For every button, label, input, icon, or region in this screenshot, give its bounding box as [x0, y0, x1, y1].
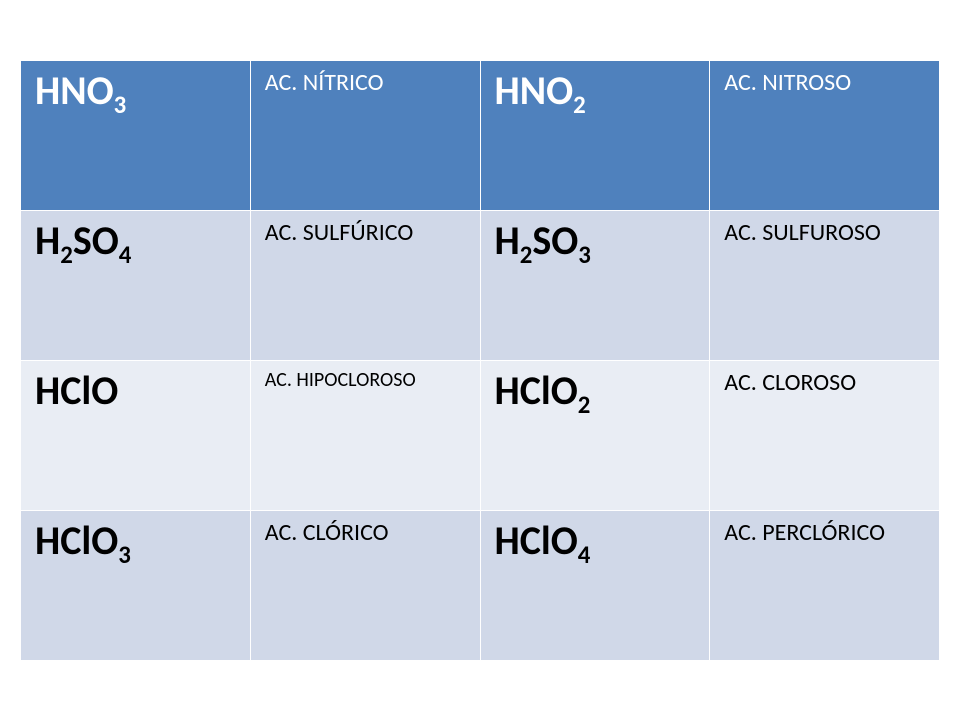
chemical-formula: HClO [35, 366, 118, 415]
acids-table-body: HNO3 AC. NÍTRICO HNO2 AC. NITROSO H2SO4 AC. S… [21, 60, 940, 660]
acids-table-container: HNO3 AC. NÍTRICO HNO2 AC. NITROSO H2SO4 AC. S… [20, 60, 940, 661]
formula-cell: HClO [21, 360, 251, 510]
acid-name: AC. NITROSO [724, 68, 851, 97]
acids-table: HNO3 AC. NÍTRICO HNO2 AC. NITROSO H2SO4 AC. S… [20, 60, 940, 661]
acid-name: AC. SULFÚRICO [265, 218, 414, 247]
name-cell: AC. HIPOCLOROSO [250, 360, 480, 510]
table-row: HNO3 AC. NÍTRICO HNO2 AC. NITROSO [21, 60, 940, 210]
acid-name: AC. CLOROSO [724, 368, 856, 397]
acid-name: AC. CLÓRICO [265, 518, 389, 547]
name-cell: AC. CLÓRICO [250, 510, 480, 660]
formula-cell: HNO3 [21, 60, 251, 210]
chemical-formula: H2SO4 [35, 216, 131, 265]
formula-cell: HClO3 [21, 510, 251, 660]
chemical-formula: HClO3 [35, 516, 131, 565]
name-cell: AC. PERCLÓRICO [710, 510, 940, 660]
chemical-formula: HNO2 [495, 66, 586, 115]
chemical-formula: HNO3 [35, 66, 126, 115]
acid-name: AC. NÍTRICO [265, 68, 384, 97]
chemical-formula: HClO4 [495, 516, 591, 565]
chemical-formula: H2SO3 [495, 216, 591, 265]
formula-cell: HNO2 [480, 60, 710, 210]
table-row: H2SO4 AC. SULFÚRICO H2SO3 AC. SULFUROSO [21, 210, 940, 360]
formula-cell: H2SO3 [480, 210, 710, 360]
table-row: HClO3 AC. CLÓRICO HClO4 AC. PERCLÓRICO [21, 510, 940, 660]
formula-cell: H2SO4 [21, 210, 251, 360]
acid-name: AC. HIPOCLOROSO [265, 368, 416, 392]
name-cell: AC. SULFÚRICO [250, 210, 480, 360]
name-cell: AC. SULFUROSO [710, 210, 940, 360]
table-row: HClO AC. HIPOCLOROSO HClO2 AC. CLOROSO [21, 360, 940, 510]
chemical-formula: HClO2 [495, 366, 591, 415]
formula-cell: HClO4 [480, 510, 710, 660]
name-cell: AC. NÍTRICO [250, 60, 480, 210]
name-cell: AC. NITROSO [710, 60, 940, 210]
formula-cell: HClO2 [480, 360, 710, 510]
acid-name: AC. SULFUROSO [724, 218, 881, 247]
acid-name: AC. PERCLÓRICO [724, 518, 885, 547]
name-cell: AC. CLOROSO [710, 360, 940, 510]
